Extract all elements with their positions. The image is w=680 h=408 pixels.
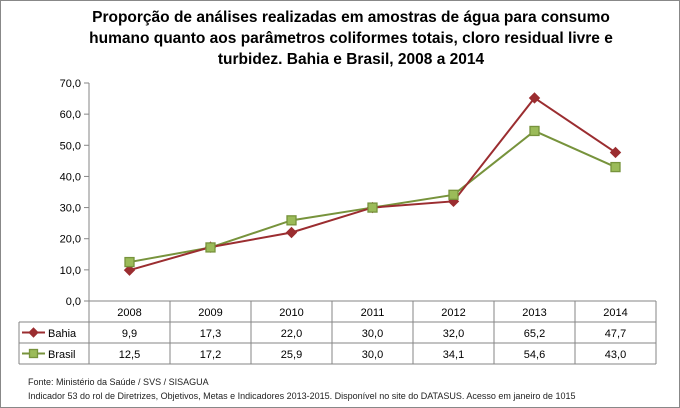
source-text: Fonte: Ministério da Saúde / SVS / SISAG…: [28, 377, 209, 387]
data-label: 30,0: [362, 328, 383, 340]
series-line-bahia: [129, 96, 617, 272]
y-tick-label: 30,0: [60, 203, 81, 215]
y-tick-label: 40,0: [60, 171, 81, 183]
data-label: 47,7: [605, 328, 626, 340]
chart-title: Proporção de análises realizadas em amos…: [89, 9, 613, 68]
legend-marker-bahia: [28, 327, 39, 338]
data-label: 12,5: [119, 349, 140, 361]
data-point-bahia: [285, 226, 298, 239]
series-line-brasil: [129, 129, 616, 264]
y-tick-label: 70,0: [60, 78, 81, 90]
y-tick-label: 20,0: [60, 234, 81, 246]
data-label: 43,0: [605, 349, 626, 361]
data-label: 17,3: [200, 328, 221, 340]
y-tick-label: 60,0: [60, 109, 81, 121]
data-point-bahia: [609, 146, 622, 159]
y-tick-label: 50,0: [60, 140, 81, 152]
x-category-label: 2010: [279, 307, 303, 319]
legend-marker-brasil: [28, 348, 39, 359]
data-label: 32,0: [443, 328, 464, 340]
data-point-brasil: [367, 202, 378, 213]
data-label: 65,2: [524, 328, 545, 340]
legend-label: Brasil: [48, 349, 76, 361]
y-tick-label: 10,0: [60, 265, 81, 277]
x-category-label: 2011: [361, 307, 385, 319]
data-point-brasil: [448, 189, 459, 200]
data-point-brasil: [529, 125, 540, 137]
data-label: 54,6: [524, 349, 545, 361]
data-label: 25,9: [281, 349, 302, 361]
data-point-brasil: [124, 256, 135, 268]
x-category-label: 2012: [441, 307, 465, 319]
note-text: Indicador 53 do rol de Diretrizes, Objet…: [28, 391, 576, 401]
data-point-bahia: [528, 92, 541, 104]
data-label: 30,0: [362, 349, 383, 361]
y-tick-label: 0,0: [66, 296, 81, 308]
data-label: 17,2: [200, 349, 221, 361]
data-point-bahia: [123, 264, 136, 276]
x-category-label: 2008: [117, 307, 141, 319]
data-point-brasil: [205, 242, 216, 253]
data-point-brasil: [286, 215, 297, 226]
x-category-label: 2013: [522, 307, 546, 319]
legend-label: Bahia: [48, 328, 77, 340]
data-point-brasil: [610, 161, 621, 173]
x-category-label: 2014: [603, 307, 627, 319]
data-label: 22,0: [281, 328, 302, 340]
data-label: 34,1: [443, 349, 464, 361]
data-label: 9,9: [122, 328, 137, 340]
x-category-label: 2009: [198, 307, 222, 319]
